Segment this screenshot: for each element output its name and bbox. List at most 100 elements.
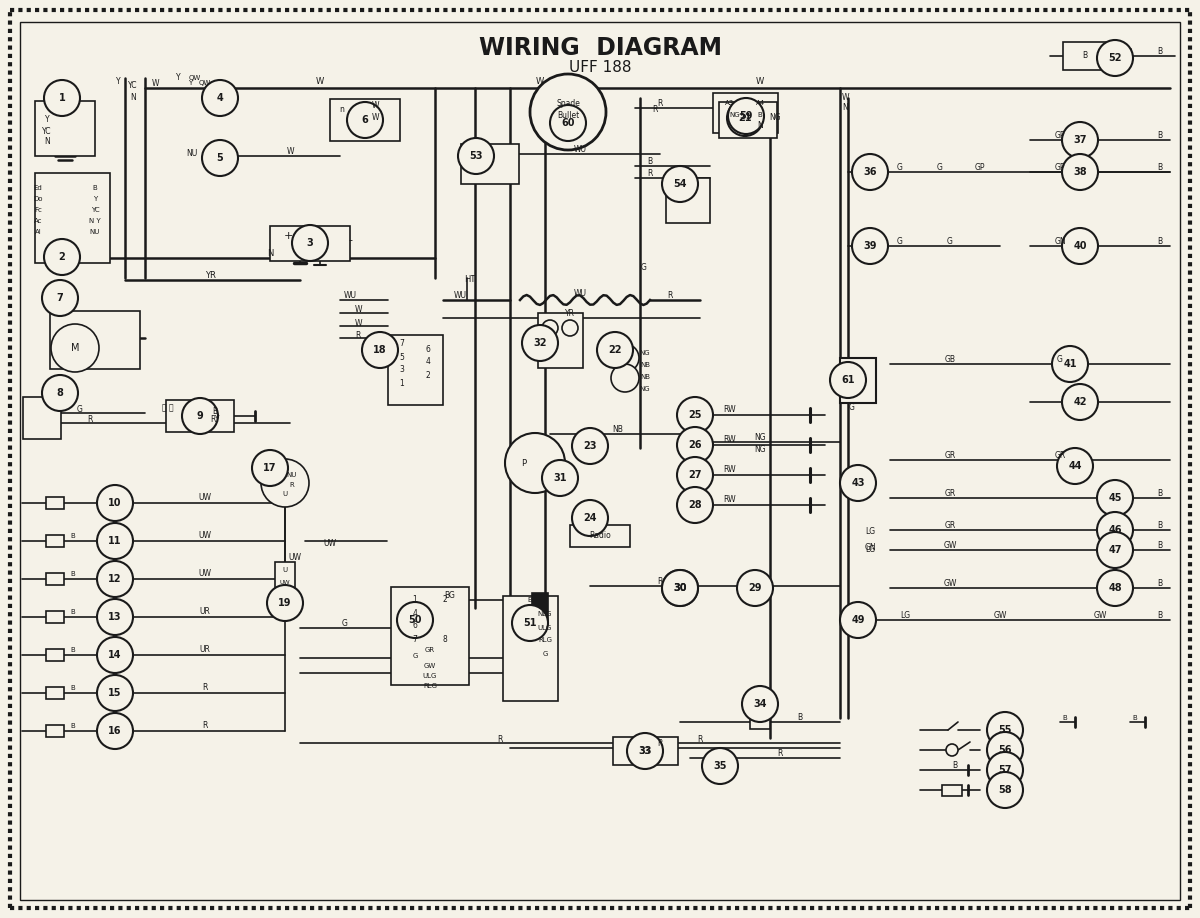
Text: W: W: [756, 77, 764, 86]
Text: NB: NB: [612, 426, 624, 434]
Text: B: B: [1158, 579, 1163, 588]
Bar: [713, 93, 778, 133]
Text: 28: 28: [688, 500, 702, 510]
Text: B: B: [92, 185, 97, 191]
Text: B: B: [1133, 715, 1138, 721]
Text: W: W: [354, 319, 361, 328]
Text: B: B: [953, 762, 958, 770]
Text: U: U: [282, 491, 288, 497]
Text: GP: GP: [1055, 131, 1066, 140]
Text: 42: 42: [1073, 397, 1087, 407]
Text: Y: Y: [115, 76, 120, 85]
Text: W: W: [536, 77, 544, 86]
Text: GB: GB: [944, 355, 955, 364]
Text: N: N: [44, 138, 50, 147]
Text: YC: YC: [128, 82, 138, 91]
Text: W: W: [151, 79, 158, 87]
Text: B: B: [1158, 131, 1163, 140]
Text: UFF 188: UFF 188: [569, 61, 631, 75]
Text: 21: 21: [738, 113, 751, 123]
Text: GW: GW: [424, 663, 436, 669]
Text: B: B: [1158, 611, 1163, 621]
Text: G: G: [542, 651, 547, 657]
Text: R: R: [497, 734, 503, 744]
Text: Ed: Ed: [34, 185, 42, 191]
Text: GW: GW: [943, 542, 956, 551]
Text: 14: 14: [108, 650, 121, 660]
Text: Y: Y: [188, 80, 192, 86]
Text: 13: 13: [108, 612, 121, 622]
Circle shape: [97, 523, 133, 559]
Circle shape: [677, 397, 713, 433]
Bar: [666, 177, 710, 222]
Circle shape: [728, 98, 764, 134]
Circle shape: [662, 570, 698, 606]
Circle shape: [737, 570, 773, 606]
Bar: [461, 144, 520, 184]
Text: 31: 31: [553, 473, 566, 483]
Text: GP: GP: [974, 163, 985, 173]
Text: 51: 51: [523, 618, 536, 628]
Text: 44: 44: [1068, 461, 1081, 471]
Text: Spade: Spade: [556, 99, 580, 108]
Text: UW: UW: [324, 539, 336, 547]
Text: 6: 6: [426, 344, 431, 353]
Text: 3: 3: [307, 238, 313, 248]
Circle shape: [988, 772, 1024, 808]
Text: 39: 39: [863, 241, 877, 251]
Text: A3: A3: [725, 100, 734, 106]
Text: B: B: [1158, 163, 1163, 173]
Text: 49: 49: [851, 615, 865, 625]
Circle shape: [97, 561, 133, 597]
Text: 56: 56: [998, 745, 1012, 755]
Text: 7: 7: [56, 293, 64, 303]
Text: YC: YC: [91, 207, 100, 213]
Bar: [503, 596, 558, 700]
Text: 58: 58: [998, 785, 1012, 795]
Text: R: R: [658, 740, 662, 748]
Text: ULG: ULG: [538, 625, 552, 631]
Text: 15: 15: [108, 688, 121, 698]
Circle shape: [611, 344, 640, 372]
Circle shape: [44, 239, 80, 275]
Circle shape: [1062, 384, 1098, 420]
Text: UW: UW: [198, 494, 211, 502]
Text: 54: 54: [673, 179, 686, 189]
Text: GR: GR: [944, 521, 955, 531]
Text: R: R: [778, 749, 782, 758]
Text: 61: 61: [841, 375, 854, 385]
Text: 53: 53: [469, 151, 482, 161]
Text: N: N: [130, 94, 136, 103]
Bar: [46, 573, 64, 585]
Text: NU: NU: [90, 229, 100, 235]
Text: W: W: [354, 306, 361, 315]
Circle shape: [1097, 532, 1133, 568]
Bar: [166, 400, 234, 432]
Text: 2: 2: [443, 596, 448, 604]
Text: 26: 26: [689, 440, 702, 450]
Text: B: B: [71, 723, 76, 729]
Bar: [23, 397, 61, 439]
Text: YR: YR: [565, 309, 575, 319]
Text: B: B: [1158, 48, 1163, 57]
Text: 40: 40: [1073, 241, 1087, 251]
Text: 33: 33: [638, 746, 652, 756]
Circle shape: [840, 602, 876, 638]
Text: 27: 27: [689, 470, 702, 480]
Bar: [840, 357, 876, 402]
Text: UW: UW: [198, 532, 211, 541]
Text: 48: 48: [1108, 583, 1122, 593]
Circle shape: [530, 74, 606, 150]
Text: B: B: [212, 408, 217, 417]
Text: RW: RW: [724, 406, 737, 415]
Circle shape: [742, 686, 778, 722]
Text: B: B: [528, 597, 533, 603]
Text: N: N: [757, 120, 763, 129]
Text: R: R: [355, 331, 361, 341]
Circle shape: [988, 752, 1024, 788]
Text: R: R: [658, 99, 662, 108]
Circle shape: [830, 362, 866, 398]
Text: ULG: ULG: [422, 673, 437, 679]
Text: 57: 57: [998, 765, 1012, 775]
Text: WIRING  DIAGRAM: WIRING DIAGRAM: [479, 36, 721, 60]
